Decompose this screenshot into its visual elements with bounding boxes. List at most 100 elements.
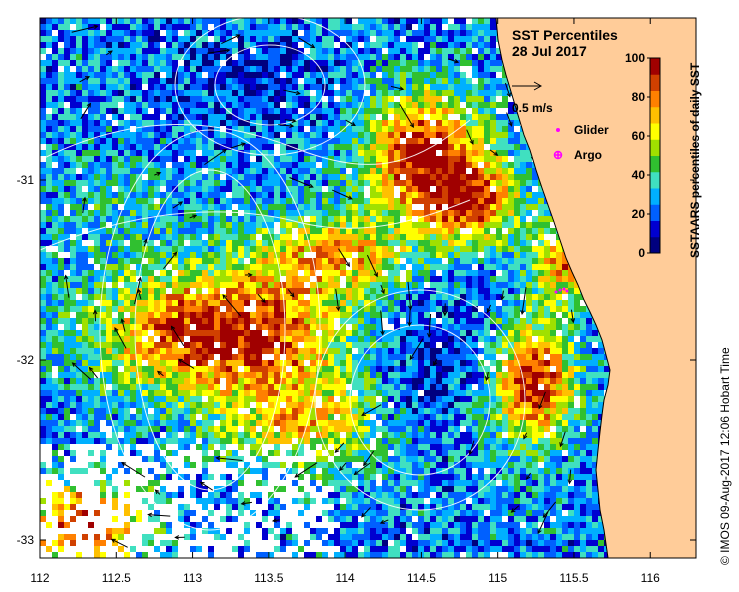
argo-symbol-icon bbox=[553, 150, 563, 160]
colorbar-segment bbox=[650, 139, 660, 156]
current-vector bbox=[283, 89, 300, 95]
current-vector bbox=[380, 284, 385, 294]
current-vector bbox=[526, 472, 532, 480]
current-vector-head bbox=[137, 276, 143, 282]
current-vector bbox=[407, 281, 412, 310]
current-vector bbox=[143, 239, 147, 247]
current-vector-head bbox=[537, 529, 542, 535]
current-vector bbox=[178, 358, 195, 369]
current-vector-head bbox=[361, 411, 367, 416]
current-vector bbox=[157, 371, 164, 377]
current-vector-head bbox=[222, 294, 227, 299]
x-axis: 112 112.5 113 113.5 114 114.5 115 115.5 116 bbox=[30, 18, 660, 585]
credit-text: © IMOS 09-Aug-2017 12:06 Hobart Time bbox=[718, 347, 732, 565]
colorbar-segment bbox=[650, 171, 660, 189]
current-vector bbox=[361, 507, 371, 518]
current-vector bbox=[284, 119, 296, 122]
current-vector-head bbox=[235, 34, 241, 39]
colorbar-segment bbox=[650, 188, 660, 205]
current-vector bbox=[559, 431, 566, 447]
current-vector-head bbox=[271, 518, 277, 523]
land-coast bbox=[495, 18, 696, 558]
current-vector bbox=[485, 371, 489, 381]
current-vector bbox=[433, 358, 438, 366]
current-vector bbox=[408, 307, 411, 326]
current-vector-head bbox=[379, 519, 385, 524]
current-vector-head bbox=[294, 473, 300, 478]
map-panel[interactable] bbox=[40, 15, 696, 558]
current-vector-head bbox=[409, 355, 414, 361]
current-vector bbox=[570, 309, 574, 323]
current-vector bbox=[380, 519, 389, 524]
current-vector-head bbox=[485, 376, 490, 382]
current-vector bbox=[339, 462, 347, 471]
legend-glider-label: Glider bbox=[574, 123, 609, 137]
current-vector bbox=[189, 214, 197, 219]
current-vector bbox=[542, 501, 557, 518]
current-vector-head bbox=[500, 295, 505, 301]
current-vector-head bbox=[310, 43, 316, 49]
current-vector bbox=[428, 313, 432, 337]
legend: Glider Argo bbox=[553, 123, 609, 162]
current-vector-head bbox=[289, 123, 295, 129]
current-vector bbox=[504, 82, 511, 97]
current-vector-head bbox=[334, 448, 340, 454]
glider-track bbox=[554, 287, 569, 294]
current-vector bbox=[241, 501, 252, 505]
current-vector-head bbox=[542, 513, 548, 518]
current-vector-head bbox=[454, 59, 460, 64]
colorbar-tick-label: 0 bbox=[638, 246, 645, 260]
current-vector bbox=[363, 450, 375, 466]
current-vector-head bbox=[508, 121, 513, 127]
colorbar-tick-label: 100 bbox=[625, 51, 645, 65]
current-vector-head bbox=[71, 362, 77, 367]
colorbar-segment bbox=[650, 220, 660, 238]
colorbar-segment bbox=[650, 58, 660, 75]
current-vector-head bbox=[350, 121, 356, 126]
current-vector-head bbox=[85, 76, 90, 81]
current-vector-head bbox=[174, 535, 180, 540]
current-vector bbox=[335, 289, 340, 311]
current-vector-head bbox=[308, 183, 314, 188]
current-vector bbox=[287, 289, 295, 297]
ssh-contour bbox=[99, 129, 321, 531]
colorbar-segment bbox=[650, 90, 660, 108]
current-vector-head bbox=[240, 142, 246, 147]
current-vector-head bbox=[399, 86, 405, 91]
current-vector bbox=[114, 327, 127, 349]
current-vector-head bbox=[88, 366, 94, 372]
ssh-contour bbox=[40, 119, 471, 165]
x-tick-label: 116 bbox=[641, 571, 660, 585]
current-vector bbox=[278, 124, 294, 127]
current-vector bbox=[207, 49, 230, 54]
vector-scale-label: 0.5 m/s bbox=[512, 101, 553, 115]
current-vector bbox=[163, 252, 177, 270]
current-vector-head bbox=[407, 321, 412, 327]
current-vector-head bbox=[147, 512, 153, 518]
x-tick-label: 115.5 bbox=[559, 571, 588, 585]
current-vector-head bbox=[335, 306, 341, 312]
y-axis: -31 -32 -33 bbox=[17, 173, 696, 547]
current-vector bbox=[137, 289, 142, 300]
x-tick-label: 113 bbox=[183, 571, 202, 585]
current-vector-head bbox=[567, 479, 572, 485]
current-vector bbox=[111, 538, 128, 548]
current-vector bbox=[294, 462, 318, 478]
current-vector bbox=[148, 514, 171, 517]
current-vector-head bbox=[361, 512, 366, 518]
current-vector-head bbox=[559, 442, 564, 448]
y-tick-label: -33 bbox=[17, 533, 35, 547]
current-vector-head bbox=[493, 151, 499, 156]
current-vector bbox=[79, 76, 90, 83]
current-vector-head bbox=[380, 330, 385, 336]
current-vector-head bbox=[338, 466, 344, 472]
current-vector bbox=[72, 362, 92, 380]
current-vector-head bbox=[114, 327, 119, 332]
x-tick-label: 112.5 bbox=[102, 571, 131, 585]
current-vector bbox=[298, 37, 315, 49]
x-tick-label: 114 bbox=[336, 571, 355, 585]
colorbar-segment bbox=[650, 155, 660, 173]
map-date: 28 Jul 2017 bbox=[512, 43, 587, 59]
current-vector-head bbox=[82, 196, 87, 202]
